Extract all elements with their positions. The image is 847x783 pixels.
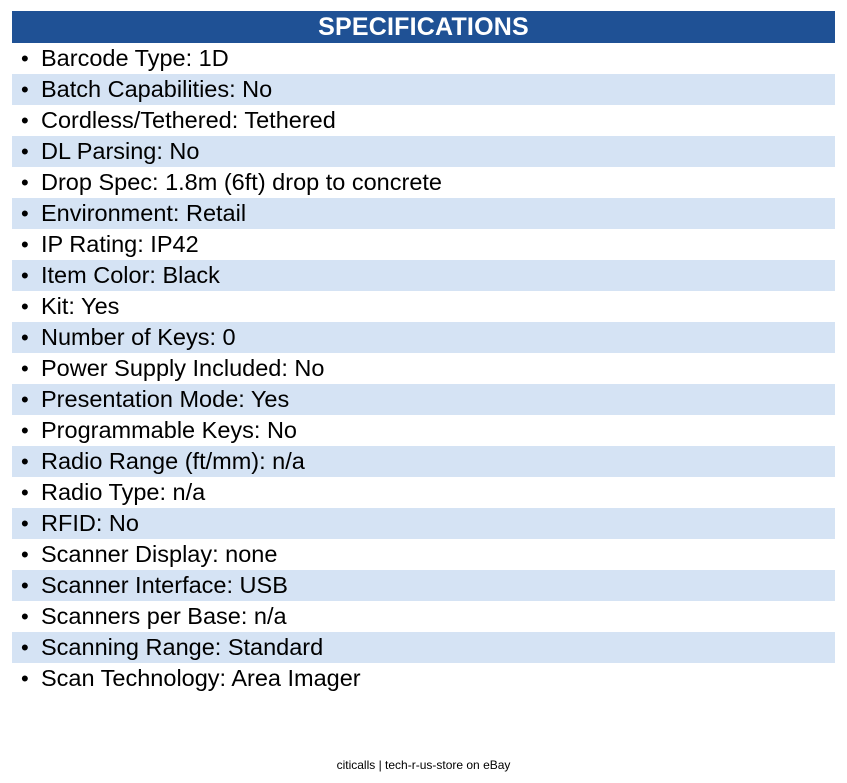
spec-row-drop-spec: • Drop Spec: 1.8m (6ft) drop to concrete: [12, 167, 835, 198]
spec-text: Environment: Retail: [41, 200, 247, 226]
spec-text: Power Supply Included: No: [41, 355, 325, 381]
specifications-header: SPECIFICATIONS: [12, 11, 835, 43]
spec-row-power-supply-included: • Power Supply Included: No: [12, 353, 835, 384]
bullet: •: [21, 201, 29, 226]
bullet: •: [21, 232, 29, 257]
spec-text: Barcode Type: 1D: [41, 45, 229, 71]
spec-text: Cordless/Tethered: Tethered: [41, 107, 336, 133]
bullet: •: [21, 418, 29, 443]
specifications-list: • Barcode Type: 1D • Batch Capabilities: N…: [12, 43, 835, 694]
spec-text: Radio Range (ft/mm): n/a: [41, 448, 305, 474]
bullet: •: [21, 263, 29, 288]
spec-row-dl-parsing: • DL Parsing: No: [12, 136, 835, 167]
spec-row-scanners-per-base: • Scanners per Base: n/a: [12, 601, 835, 632]
spec-text: Radio Type: n/a: [41, 479, 206, 505]
spec-row-presentation-mode: • Presentation Mode: Yes: [12, 384, 835, 415]
bullet: •: [21, 325, 29, 350]
spec-row-scan-technology: • Scan Technology: Area Imager: [12, 663, 835, 694]
spec-text: Number of Keys: 0: [41, 324, 236, 350]
bullet: •: [21, 108, 29, 133]
bullet: •: [21, 46, 29, 71]
spec-row-item-color: • Item Color: Black: [12, 260, 835, 291]
spec-text: Drop Spec: 1.8m (6ft) drop to concrete: [41, 169, 442, 195]
spec-text: Presentation Mode: Yes: [41, 386, 290, 412]
spec-text: DL Parsing: No: [41, 138, 200, 164]
bullet: •: [21, 356, 29, 381]
spec-text: Batch Capabilities: No: [41, 76, 273, 102]
bullet: •: [21, 294, 29, 319]
bullet: •: [21, 449, 29, 474]
spec-text: Kit: Yes: [41, 293, 120, 319]
bullet: •: [21, 170, 29, 195]
spec-text: Programmable Keys: No: [41, 417, 297, 443]
bullet: •: [21, 666, 29, 691]
spec-row-cordless-tethered: • Cordless/Tethered: Tethered: [12, 105, 835, 136]
spec-row-rfid: • RFID: No: [12, 508, 835, 539]
spec-text: Scanner Display: none: [41, 541, 278, 567]
spec-row-scanning-range: • Scanning Range: Standard: [12, 632, 835, 663]
spec-row-radio-range: • Radio Range (ft/mm): n/a: [12, 446, 835, 477]
spec-row-programmable-keys: • Programmable Keys: No: [12, 415, 835, 446]
spec-text: Scanner Interface: USB: [41, 572, 288, 598]
spec-row-batch-capabilities: • Batch Capabilities: No: [12, 74, 835, 105]
bullet: •: [21, 387, 29, 412]
spec-text: IP Rating: IP42: [41, 231, 199, 257]
spec-text: Scanners per Base: n/a: [41, 603, 287, 629]
spec-text: Scan Technology: Area Imager: [41, 665, 361, 691]
bullet: •: [21, 139, 29, 164]
spec-row-scanner-interface: • Scanner Interface: USB: [12, 570, 835, 601]
spec-row-number-of-keys: • Number of Keys: 0: [12, 322, 835, 353]
store-footer: citicalls | tech-r-us-store on eBay: [336, 758, 511, 772]
spec-text: Item Color: Black: [41, 262, 220, 288]
bullet: •: [21, 635, 29, 660]
bullet: •: [21, 604, 29, 629]
spec-text: Scanning Range: Standard: [41, 634, 324, 660]
spec-text: RFID: No: [41, 510, 139, 536]
bullet: •: [21, 542, 29, 567]
spec-row-radio-type: • Radio Type: n/a: [12, 477, 835, 508]
bullet: •: [21, 77, 29, 102]
bullet: •: [21, 480, 29, 505]
spec-row-barcode-type: • Barcode Type: 1D: [12, 43, 835, 74]
bullet: •: [21, 573, 29, 598]
spec-row-kit: • Kit: Yes: [12, 291, 835, 322]
bullet: •: [21, 511, 29, 536]
spec-row-ip-rating: • IP Rating: IP42: [12, 229, 835, 260]
spec-row-scanner-display: • Scanner Display: none: [12, 539, 835, 570]
spec-row-environment: • Environment: Retail: [12, 198, 835, 229]
